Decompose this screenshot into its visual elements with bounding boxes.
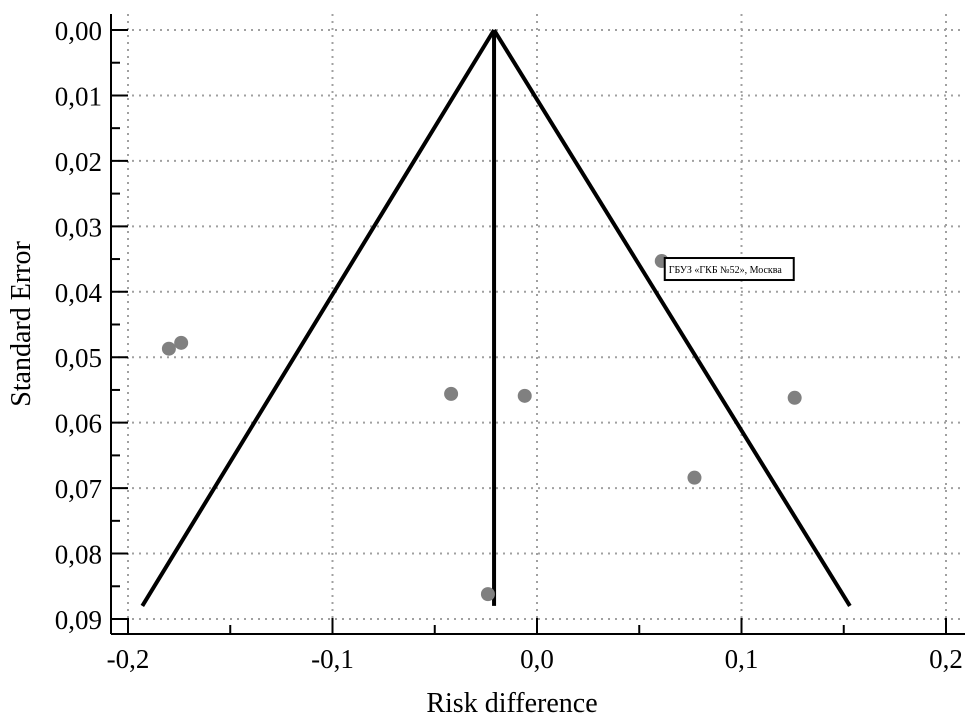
y-tick-label: 0,09 — [55, 605, 102, 635]
axes: -0,2 -0,1 0,0 0,1 0,2 0,00 0,01 0,02 0,03 0,04 0,0… — [55, 14, 965, 674]
y-tick-label: 0,03 — [55, 212, 102, 242]
y-tick-label: 0,02 — [55, 147, 102, 177]
data-point — [444, 386, 459, 401]
data-point — [161, 341, 176, 356]
annotation-box — [663, 257, 795, 282]
data-point — [174, 335, 189, 350]
y-tick-label: 0,07 — [55, 474, 102, 504]
x-tick-label: 0,0 — [520, 644, 554, 674]
y-tick-label: 0,00 — [55, 16, 102, 46]
data-points — [161, 254, 802, 602]
annotations: ГБУЗ «ГКБ №52», Москва — [663, 257, 795, 282]
funnel-left-line — [140, 28, 496, 607]
grid-lines — [111, 14, 965, 634]
x-axis-title: Risk difference — [426, 688, 597, 718]
x-tick-label: 0,2 — [929, 644, 963, 674]
y-tick-label: 0,08 — [55, 540, 102, 570]
y-tick-label: 0,06 — [55, 409, 102, 439]
y-tick-label: 0,05 — [55, 343, 102, 373]
data-point — [687, 470, 702, 485]
x-tick-label: -0,2 — [107, 644, 150, 674]
annotation-label: ГБУЗ «ГКБ №52», Москва — [669, 265, 783, 276]
y-tick-label: 0,04 — [55, 278, 103, 308]
y-axis-title: Standard Error — [6, 241, 37, 407]
x-tick-label: 0,1 — [725, 644, 759, 674]
data-point — [480, 587, 495, 602]
x-tick-label: -0,1 — [311, 644, 354, 674]
data-point — [787, 390, 802, 405]
y-tick-label: 0,01 — [55, 81, 102, 111]
data-point — [517, 388, 532, 403]
funnel-right-line — [492, 28, 852, 607]
funnel-lines — [140, 28, 852, 607]
